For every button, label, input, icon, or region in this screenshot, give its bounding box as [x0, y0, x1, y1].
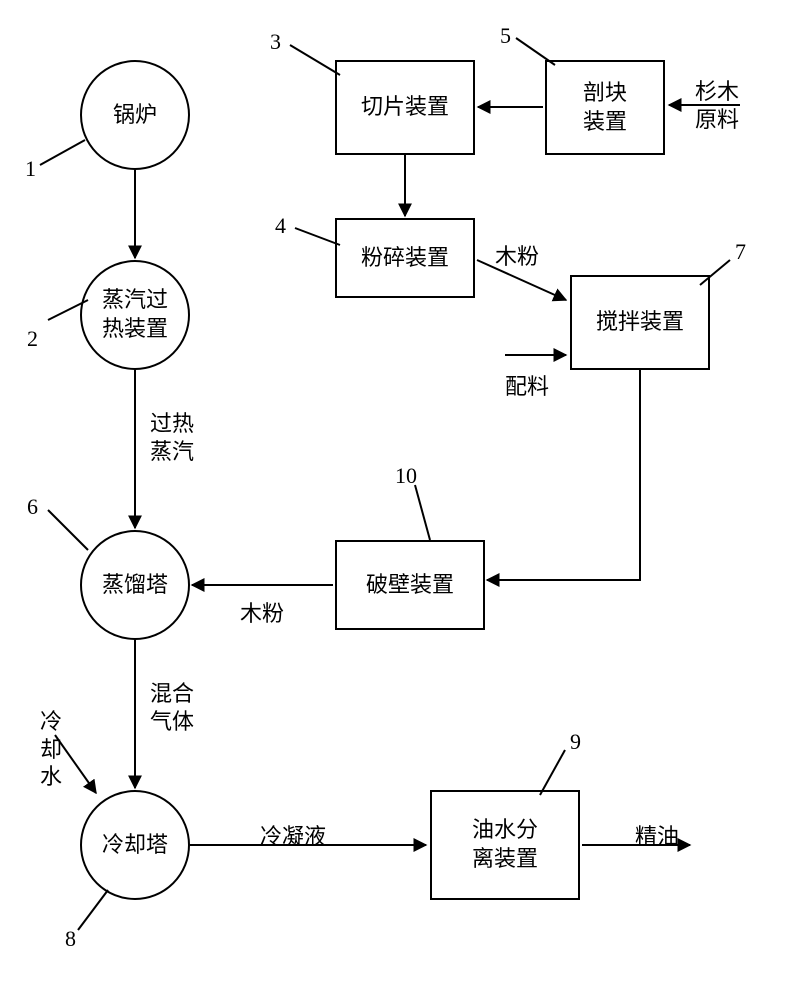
node-label: 粉碎装置: [361, 244, 449, 273]
node-wall-breaker: 破壁装置: [335, 540, 485, 630]
node-slicer: 切片装置: [335, 60, 475, 155]
node-label: 切片装置: [361, 93, 449, 122]
callout-6: 6: [27, 493, 38, 521]
node-label: 冷却塔: [102, 831, 168, 860]
callout-8: 8: [65, 925, 76, 953]
node-oil-water-separator: 油水分 离装置: [430, 790, 580, 900]
node-boiler: 锅炉: [80, 60, 190, 170]
edge-label-superheated-steam: 过热 蒸汽: [150, 410, 194, 465]
callout-7: 7: [735, 238, 746, 266]
node-label: 蒸汽过 热装置: [102, 286, 168, 343]
node-label: 破壁装置: [366, 571, 454, 600]
edge-label-wood-powder-1: 木粉: [495, 243, 539, 271]
callout-4: 4: [275, 212, 286, 240]
node-label: 剖块 装置: [583, 79, 627, 136]
callout-5: 5: [500, 22, 511, 50]
node-label: 搅拌装置: [596, 308, 684, 337]
edge-label-ingredients: 配料: [505, 373, 549, 401]
node-superheater: 蒸汽过 热装置: [80, 260, 190, 370]
node-mixer: 搅拌装置: [570, 275, 710, 370]
callout-3: 3: [270, 28, 281, 56]
edge-label-essential-oil: 精油: [635, 823, 679, 851]
callout-1: 1: [25, 155, 36, 183]
edge-label-wood-powder-2: 木粉: [240, 600, 284, 628]
node-distillation-tower: 蒸馏塔: [80, 530, 190, 640]
edge-label-cooling-water: 冷 却 水: [40, 708, 62, 791]
callout-2: 2: [27, 325, 38, 353]
callout-10: 10: [395, 462, 417, 490]
edge-label-mixed-gas: 混合 气体: [150, 680, 194, 735]
node-cooling-tower: 冷却塔: [80, 790, 190, 900]
edge-label-fir-raw: 杉木 原料: [695, 78, 739, 133]
edge-label-condensate: 冷凝液: [260, 823, 326, 851]
node-label: 油水分 离装置: [472, 816, 538, 873]
node-label: 蒸馏塔: [102, 571, 168, 600]
callout-9: 9: [570, 728, 581, 756]
node-crusher: 粉碎装置: [335, 218, 475, 298]
node-splitter: 剖块 装置: [545, 60, 665, 155]
node-label: 锅炉: [113, 101, 157, 130]
